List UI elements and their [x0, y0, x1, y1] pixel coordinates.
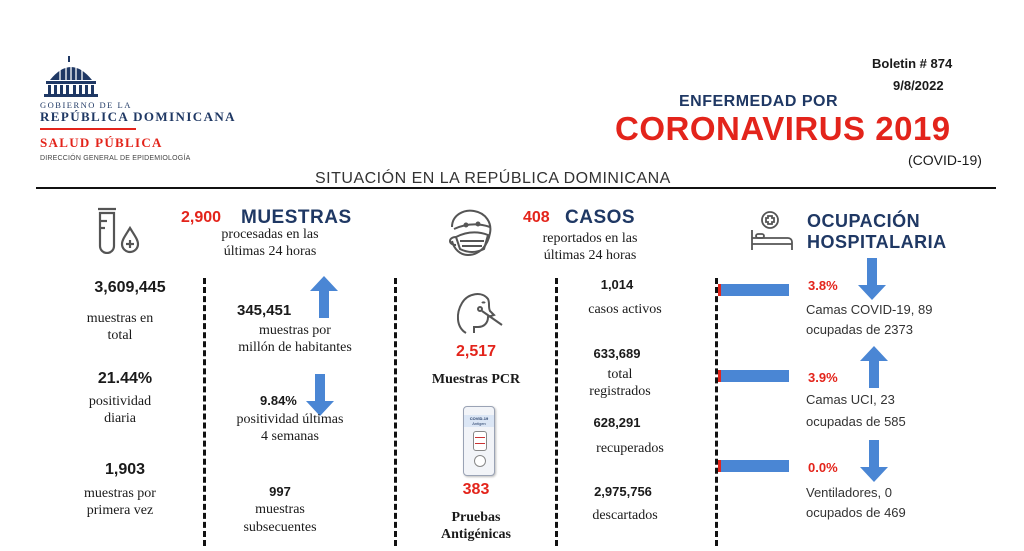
hospital-bed-icon [751, 211, 793, 250]
positividad-diaria-label2: diaria [104, 411, 136, 426]
millon-label2: millón de habitantes [238, 340, 352, 355]
ventilators-label2: ocupados de 469 [806, 505, 906, 520]
positividad-diaria-value: 21.44% [97, 370, 153, 387]
uci-beds-label2: ocupadas de 585 [806, 414, 906, 429]
primera-vez-value: 1,903 [104, 461, 146, 478]
antigen-value: 383 [462, 481, 490, 498]
ventilators-pct: 0.0% [808, 460, 838, 475]
covid-beds-label2: ocupadas de 2373 [806, 322, 913, 337]
activos-value: 1,014 [600, 277, 634, 292]
header-divider [36, 187, 996, 189]
subsecuentes-label1: muestras [255, 502, 305, 517]
logo-divider [40, 128, 136, 130]
arrow-up-icon [310, 276, 338, 318]
masked-face-icon [449, 209, 492, 257]
arrow-down-icon [860, 440, 888, 482]
descartados-label: descartados [592, 508, 658, 523]
casos-subtitle2: últimas 24 horas [543, 248, 637, 263]
semanas-value: 9.84% [260, 393, 297, 408]
millon-label1: muestras por [259, 323, 331, 338]
ventilators-label1: Ventiladores, 0 [806, 485, 893, 500]
government-palace-icon [44, 56, 98, 97]
covid-beds-label1: Camas COVID-19, 89 [806, 302, 933, 317]
ocupacion-title2: HOSPITALARIA [807, 232, 947, 252]
muestras-subtitle1: procesadas en las [221, 227, 319, 242]
bulletin-number: Boletin # 874 [872, 56, 953, 71]
column-divider [555, 278, 558, 546]
pcr-label: Muestras PCR [431, 372, 521, 387]
column-divider [203, 278, 206, 546]
bulletin-date: 9/8/2022 [893, 78, 944, 93]
column-divider [394, 278, 397, 546]
uci-beds-bar-fill [718, 370, 721, 382]
logo: GOBIERNO DE LA REPÚBLICA DOMINICANA SALU… [38, 56, 298, 171]
positividad-diaria-label1: positividad [88, 394, 152, 409]
descartados-value: 2,975,756 [594, 484, 652, 499]
total-registrados-value: 633,689 [593, 346, 641, 361]
ventilators-bar [718, 460, 789, 472]
disease-line: ENFERMEDAD POR [679, 93, 839, 110]
total-registrados-label1: total [607, 367, 633, 382]
semanas-label1: positividad últimas [236, 412, 344, 427]
test-tube-drop-icon [98, 207, 140, 254]
casos-count: 408 [523, 209, 550, 226]
kit-label-band [464, 415, 494, 427]
millon-value: 345,451 [237, 302, 292, 319]
muestras-total-label2: total [107, 328, 133, 343]
direction-name: DIRECCIÓN GENERAL DE EPIDEMIOLOGÍA [40, 155, 191, 162]
semanas-label2: 4 semanas [261, 429, 319, 444]
covid-beds-bar-fill [718, 284, 721, 296]
kit-well [474, 455, 486, 467]
total-registrados-label2: registrados [589, 384, 651, 399]
muestras-subtitle2: últimas 24 horas [223, 244, 317, 259]
arrow-down-icon [858, 258, 886, 300]
primera-vez-label1: muestras por [84, 486, 156, 501]
disease-abbr: (COVID-19) [908, 152, 982, 168]
activos-label: casos activos [588, 302, 662, 317]
gov-line1: GOBIERNO DE LA [40, 100, 132, 110]
kit-text1: COVID-19 [469, 416, 489, 421]
situation-title: SITUACIÓN EN LA REPÚBLICA DOMINICANA [315, 170, 671, 187]
subsecuentes-label2: subsecuentes [243, 520, 317, 535]
casos-subtitle1: reportados en las [542, 231, 638, 246]
ministry-name: SALUD PÚBLICA [40, 135, 163, 150]
recuperados-label: recuperados [596, 441, 664, 456]
column-divider [715, 278, 718, 546]
uci-beds-label1: Camas UCI, 23 [806, 392, 895, 407]
disease-name: CORONAVIRUS 2019 [615, 110, 951, 147]
arrow-up-icon [860, 346, 888, 388]
ventilators-bar-fill [718, 460, 721, 472]
muestras-total-value: 3,609,445 [94, 279, 166, 296]
uci-beds-pct: 3.9% [808, 370, 838, 385]
covid-beds-pct: 3.8% [808, 278, 838, 293]
nasal-swab-icon [456, 293, 503, 334]
pcr-value: 2,517 [455, 343, 497, 360]
muestras-count: 2,900 [181, 209, 222, 226]
ocupacion-title1: OCUPACIÓN [807, 211, 921, 231]
kit-text2: Antigen [472, 421, 486, 426]
casos-title: CASOS [565, 207, 636, 228]
kit-window [473, 431, 487, 451]
muestras-total-label1: muestras en [86, 311, 154, 326]
antigen-label2: Antigénicas [441, 527, 511, 542]
gov-line2: REPÚBLICA DOMINICANA [40, 109, 236, 124]
antigen-test-kit-icon: COVID-19 Antigen [463, 406, 495, 476]
antigen-label1: Pruebas [451, 510, 501, 525]
arrow-down-icon [306, 374, 334, 416]
muestras-title: MUESTRAS [241, 207, 352, 228]
covid-beds-bar [718, 284, 789, 296]
uci-beds-bar [718, 370, 789, 382]
subsecuentes-value: 997 [269, 484, 291, 499]
primera-vez-label2: primera vez [86, 503, 154, 518]
recuperados-value: 628,291 [593, 415, 641, 430]
